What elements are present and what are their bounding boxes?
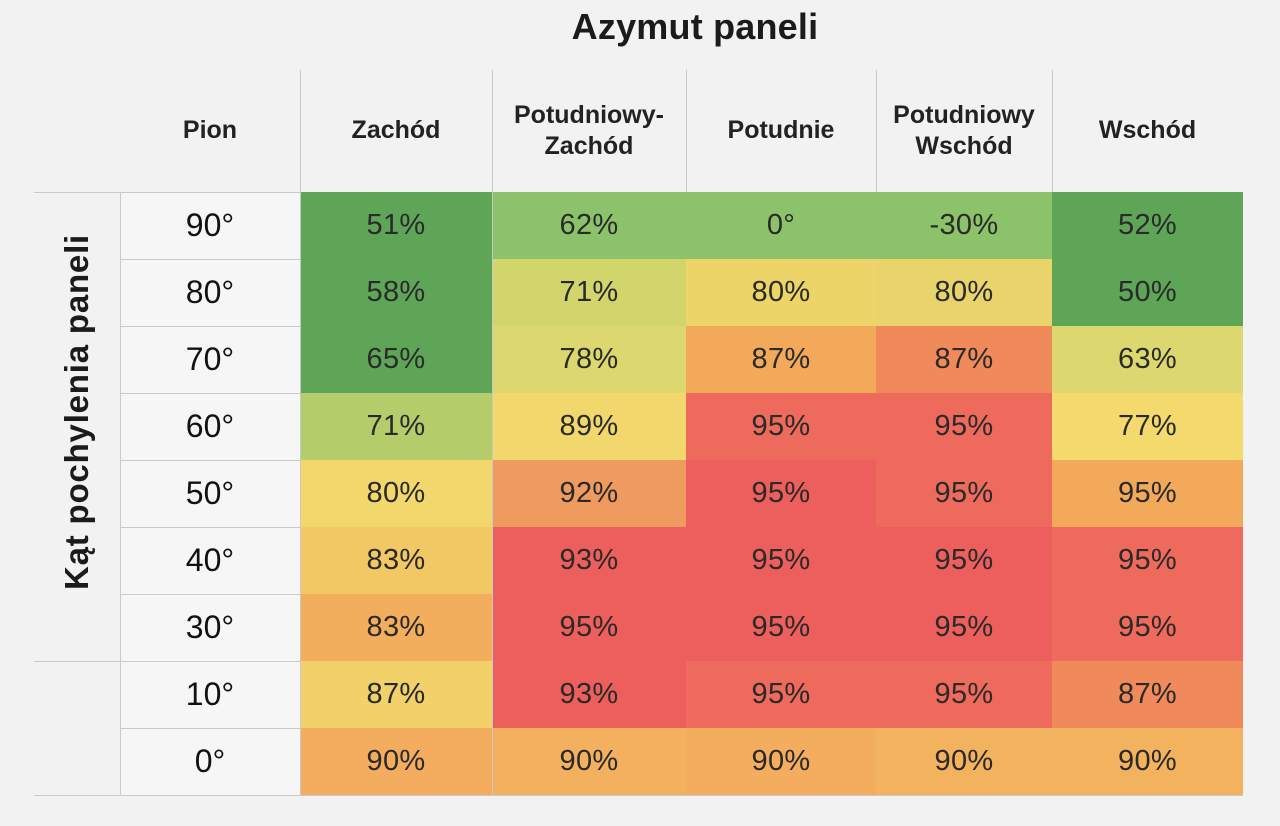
heatmap-cell: 95% <box>1052 527 1243 594</box>
heatmap-cell: 93% <box>492 661 686 728</box>
heatmap-cell: 78% <box>492 326 686 393</box>
grid-line <box>120 326 300 327</box>
row-label: 90° <box>120 192 300 259</box>
grid-line <box>34 192 300 193</box>
chart-title: Azymut paneli <box>571 6 819 47</box>
heatmap-cell: 95% <box>686 460 876 527</box>
heatmap-cell: 92% <box>492 460 686 527</box>
heatmap-cell: 95% <box>686 393 876 460</box>
row-label: 0° <box>120 728 300 795</box>
heatmap-cell: 71% <box>300 393 492 460</box>
grid-line <box>492 70 493 795</box>
heatmap-cell: 51% <box>300 192 492 259</box>
row-label: 80° <box>120 259 300 326</box>
heatmap-cell: 65% <box>300 326 492 393</box>
heatmap-cell: 90% <box>492 728 686 795</box>
grid-line <box>1052 70 1053 192</box>
y-axis-label: Kąt pochylenia paneli <box>58 233 95 591</box>
grid-line <box>120 728 300 729</box>
column-header: Potudnie <box>727 116 835 144</box>
heatmap-cell: 89% <box>492 393 686 460</box>
grid-line <box>120 527 300 528</box>
heatmap-cell: 95% <box>1052 460 1243 527</box>
column-header: Potudniowy- Zachód <box>514 100 664 160</box>
heatmap-cell: -30% <box>876 192 1052 259</box>
heatmap-cell: 71% <box>492 259 686 326</box>
heatmap-cell: 95% <box>1052 594 1243 661</box>
heatmap-cell: 93% <box>492 527 686 594</box>
heatmap-cell: 95% <box>686 661 876 728</box>
heatmap-cell: 95% <box>686 527 876 594</box>
heatmap-cell: 63% <box>1052 326 1243 393</box>
grid-line <box>300 70 301 795</box>
heatmap-cell: 95% <box>876 594 1052 661</box>
heatmap-cell: 52% <box>1052 192 1243 259</box>
corner-column-header: Pion <box>182 116 238 144</box>
heatmap-cell: 77% <box>1052 393 1243 460</box>
row-label: 70° <box>120 326 300 393</box>
column-header: Wschód <box>1098 116 1197 144</box>
heatmap-cell: 50% <box>1052 259 1243 326</box>
row-label: 30° <box>120 594 300 661</box>
grid-line <box>120 393 300 394</box>
heatmap-cell: 87% <box>300 661 492 728</box>
grid-line <box>34 661 300 662</box>
heatmap-cell: 90% <box>1052 728 1243 795</box>
row-label: 10° <box>120 661 300 728</box>
row-label: 60° <box>120 393 300 460</box>
grid-line <box>120 259 300 260</box>
heatmap-cell: 80% <box>876 259 1052 326</box>
heatmap-cell: 0° <box>686 192 876 259</box>
heatmap-cell: 90% <box>876 728 1052 795</box>
heatmap-cell: 95% <box>686 594 876 661</box>
heatmap-cell: 80% <box>686 259 876 326</box>
row-label: 40° <box>120 527 300 594</box>
heatmap-cell: 87% <box>876 326 1052 393</box>
grid-line <box>120 192 121 795</box>
grid-line <box>120 594 300 595</box>
heatmap-cell: 87% <box>1052 661 1243 728</box>
grid-line <box>686 70 687 192</box>
column-header: Potudniowy Wschód <box>893 100 1035 160</box>
heatmap-cell: 83% <box>300 527 492 594</box>
heatmap-cell: 58% <box>300 259 492 326</box>
heatmap-cell: 95% <box>876 661 1052 728</box>
grid-line <box>876 70 877 192</box>
heatmap-cell: 95% <box>876 527 1052 594</box>
row-label: 50° <box>120 460 300 527</box>
heatmap-cell: 95% <box>492 594 686 661</box>
heatmap-cell: 87% <box>686 326 876 393</box>
heatmap-cell: 95% <box>876 393 1052 460</box>
column-header: Zachód <box>351 116 441 144</box>
heatmap-cell: 95% <box>876 460 1052 527</box>
grid-line <box>120 460 300 461</box>
heatmap-cell: 83% <box>300 594 492 661</box>
heatmap-cell: 62% <box>492 192 686 259</box>
heatmap-cell: 80% <box>300 460 492 527</box>
grid-line <box>34 795 1243 796</box>
heatmap-cell: 90% <box>300 728 492 795</box>
heatmap-cell: 90% <box>686 728 876 795</box>
